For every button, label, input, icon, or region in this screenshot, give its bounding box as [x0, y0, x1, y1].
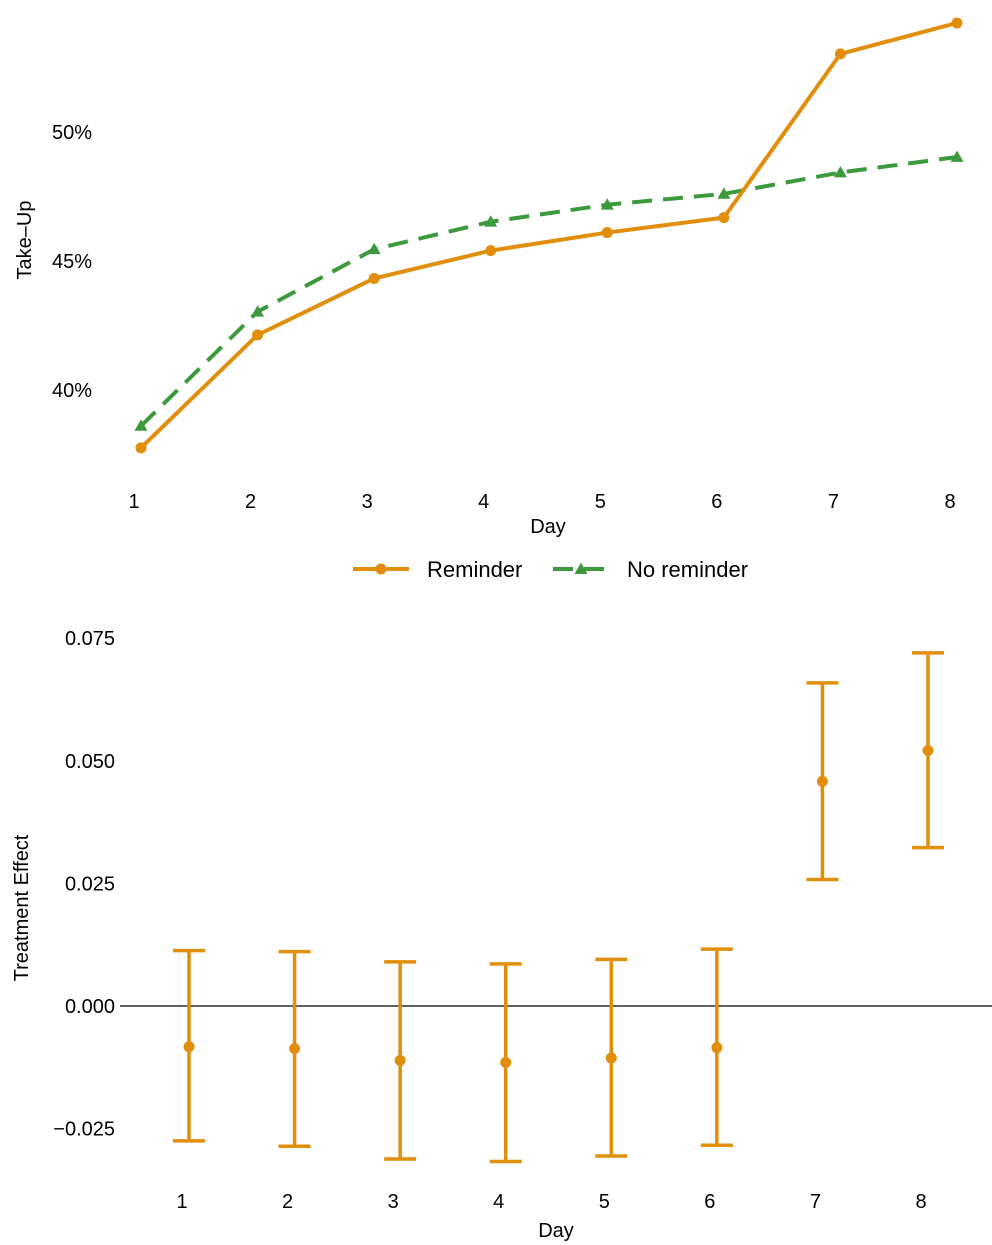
bottom-y-tick-label: 0.050 [65, 751, 115, 773]
bottom-x-tick-label: 4 [493, 1191, 504, 1213]
bottom-y-tick-label: 0.000 [65, 996, 115, 1018]
top-y-tick-label: 40% [52, 380, 92, 402]
no-reminder-point [717, 187, 731, 199]
legend-marker-no-reminder [574, 562, 588, 574]
bottom-x-tick-label: 3 [388, 1191, 399, 1213]
reminder-point [135, 442, 147, 454]
top-y-tick-label: 45% [52, 251, 92, 273]
top-y-axis-label: Take–Up [14, 201, 36, 280]
bottom-y-tick-label: 0.025 [65, 873, 115, 895]
bottom-y-tick-label: −0.025 [53, 1119, 115, 1141]
no-reminder-point [833, 165, 847, 178]
no-reminder-point [251, 305, 265, 317]
estimate-point [605, 1052, 617, 1064]
estimate-point [922, 745, 934, 757]
error-bar [278, 949, 311, 1149]
top-x-tick-label: 8 [944, 491, 955, 513]
estimate-point [500, 1056, 512, 1068]
error-bar [806, 681, 839, 882]
bottom-y-axis-label: Treatment Effect [11, 834, 33, 981]
top-x-tick-label: 5 [595, 491, 606, 513]
bottom-x-tick-label: 8 [915, 1191, 926, 1213]
top-x-tick-label: 2 [245, 491, 256, 513]
legend: Reminder No reminder [353, 557, 748, 582]
estimate-point [183, 1041, 195, 1053]
error-bar [912, 651, 944, 850]
top-y-axis: 40% 45% 50% [52, 122, 92, 402]
top-y-tick-label: 50% [52, 122, 92, 144]
top-x-axis-label: Day [530, 516, 566, 538]
no-reminder-point [134, 419, 148, 431]
estimate-point [711, 1042, 723, 1054]
reminder-point [485, 245, 497, 257]
bottom-x-tick-label: 2 [282, 1191, 293, 1213]
reminder-point [951, 17, 963, 29]
series-line-no-reminder [139, 155, 958, 428]
error-bar [384, 960, 417, 1161]
error-bar [173, 948, 205, 1143]
take-up-series [134, 17, 964, 454]
bottom-x-tick-label: 1 [176, 1191, 187, 1213]
bottom-x-tick-label: 6 [704, 1191, 715, 1213]
reminder-point [718, 212, 730, 224]
series-line-reminder [139, 21, 958, 450]
bottom-x-axis-label: Day [538, 1220, 574, 1242]
top-x-tick-label: 1 [128, 491, 139, 513]
bottom-x-tick-label: 5 [599, 1191, 610, 1213]
error-bars [173, 651, 944, 1164]
top-x-tick-label: 4 [478, 491, 489, 513]
reminder-point [834, 48, 846, 60]
bottom-x-axis: 1 2 3 4 5 6 7 8 [176, 1191, 926, 1213]
estimate-point [816, 775, 828, 787]
legend-label-no-reminder: No reminder [627, 557, 748, 582]
reminder-point [252, 329, 264, 341]
no-reminder-point [367, 242, 381, 255]
top-x-axis: 1 2 3 4 5 6 7 8 [128, 491, 955, 513]
estimate-point [394, 1054, 406, 1066]
take-up-line-chart: 40% 45% 50% 1 2 3 4 5 6 7 8 Day Take–Up Reminder N… [14, 17, 964, 582]
error-bar [700, 947, 733, 1148]
no-reminder-point [600, 198, 614, 210]
top-x-tick-label: 6 [711, 491, 722, 513]
bottom-y-tick-label: 0.075 [65, 628, 115, 650]
error-bar [489, 962, 522, 1164]
no-reminder-point [950, 150, 964, 162]
bottom-x-tick-label: 7 [810, 1191, 821, 1213]
top-x-tick-label: 3 [362, 491, 373, 513]
estimate-point [289, 1043, 301, 1055]
error-bar [595, 957, 628, 1158]
reminder-point [601, 227, 613, 239]
top-x-tick-label: 7 [828, 491, 839, 513]
legend-label-reminder: Reminder [427, 557, 522, 582]
no-reminder-point [484, 215, 498, 227]
legend-marker-reminder [375, 563, 387, 575]
bottom-y-axis: −0.025 0.000 0.025 0.050 0.075 [53, 628, 115, 1140]
reminder-point [368, 272, 380, 284]
